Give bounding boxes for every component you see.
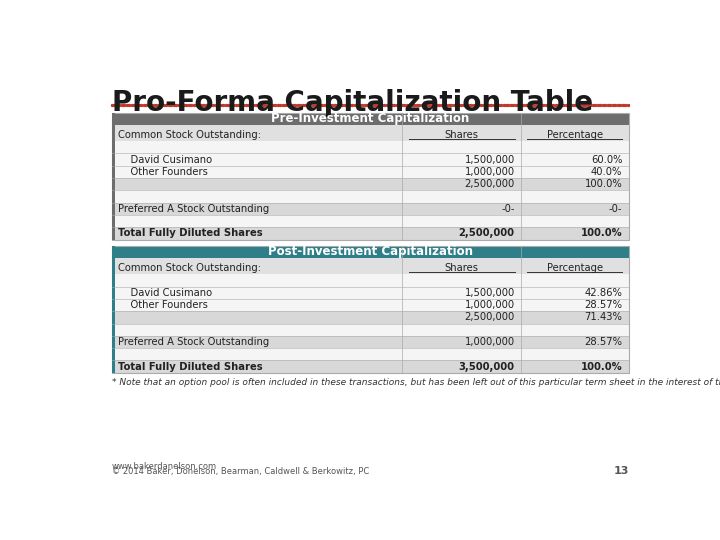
Text: 42.86%: 42.86% — [585, 288, 622, 298]
Text: Preferred A Stock Outstanding: Preferred A Stock Outstanding — [118, 204, 269, 214]
Text: Percentage: Percentage — [546, 263, 603, 273]
Text: 100.0%: 100.0% — [580, 228, 622, 239]
Bar — [112, 323, 629, 336]
Bar — [112, 112, 629, 125]
Text: Pre-Investment Capitalization: Pre-Investment Capitalization — [271, 112, 469, 125]
Text: 2,500,000: 2,500,000 — [464, 179, 515, 189]
Bar — [112, 262, 629, 274]
Bar — [112, 202, 629, 215]
Text: Percentage: Percentage — [546, 130, 603, 140]
Text: 13: 13 — [613, 466, 629, 476]
Text: 40.0%: 40.0% — [591, 167, 622, 177]
Text: 1,500,000: 1,500,000 — [464, 154, 515, 165]
Text: 1,000,000: 1,000,000 — [464, 300, 515, 310]
Bar — [112, 129, 629, 141]
Bar — [112, 227, 629, 240]
Bar — [112, 258, 629, 262]
Bar — [112, 336, 629, 348]
Text: Pro-Forma Capitalization Table: Pro-Forma Capitalization Table — [112, 90, 593, 117]
Text: 100.0%: 100.0% — [585, 179, 622, 189]
Text: David Cusimano: David Cusimano — [118, 288, 212, 298]
Text: Total Fully Diluted Shares: Total Fully Diluted Shares — [118, 228, 263, 239]
Text: 2,500,000: 2,500,000 — [464, 312, 515, 322]
Text: 28.57%: 28.57% — [585, 300, 622, 310]
Bar — [112, 311, 629, 323]
Bar — [112, 153, 629, 166]
Text: Other Founders: Other Founders — [118, 300, 208, 310]
Bar — [112, 274, 629, 287]
Text: Common Stock Outstanding:: Common Stock Outstanding: — [118, 130, 261, 140]
Text: -0-: -0- — [609, 204, 622, 214]
Bar — [112, 125, 629, 129]
Text: © 2014 Baker, Donelson, Bearman, Caldwell & Berkowitz, PC: © 2014 Baker, Donelson, Bearman, Caldwel… — [112, 467, 369, 476]
Text: Post-Investment Capitalization: Post-Investment Capitalization — [268, 245, 472, 259]
Text: Preferred A Stock Outstanding: Preferred A Stock Outstanding — [118, 337, 269, 347]
Text: Other Founders: Other Founders — [118, 167, 208, 177]
Bar — [112, 287, 629, 299]
Bar — [112, 166, 629, 178]
Bar — [112, 348, 629, 361]
Bar — [112, 215, 629, 227]
Text: 100.0%: 100.0% — [580, 362, 622, 372]
Bar — [112, 190, 629, 202]
Text: 1,000,000: 1,000,000 — [464, 337, 515, 347]
Text: www.bakerdanelson.com: www.bakerdanelson.com — [112, 462, 217, 471]
Text: * Note that an option pool is often included in these transactions, but has been: * Note that an option pool is often incl… — [112, 378, 720, 387]
Text: 60.0%: 60.0% — [591, 154, 622, 165]
Text: 3,500,000: 3,500,000 — [459, 362, 515, 372]
Bar — [112, 246, 629, 258]
Text: 1,000,000: 1,000,000 — [464, 167, 515, 177]
Bar — [112, 178, 629, 190]
Bar — [112, 246, 114, 373]
Text: Total Fully Diluted Shares: Total Fully Diluted Shares — [118, 362, 263, 372]
Bar — [112, 112, 629, 240]
Text: Shares: Shares — [445, 263, 479, 273]
Bar — [112, 141, 629, 153]
Text: 1,500,000: 1,500,000 — [464, 288, 515, 298]
Text: David Cusimano: David Cusimano — [118, 154, 212, 165]
Bar — [112, 361, 629, 373]
Text: -0-: -0- — [501, 204, 515, 214]
Bar — [112, 112, 114, 240]
Text: 2,500,000: 2,500,000 — [459, 228, 515, 239]
Text: 28.57%: 28.57% — [585, 337, 622, 347]
Text: Common Stock Outstanding:: Common Stock Outstanding: — [118, 263, 261, 273]
Text: 71.43%: 71.43% — [585, 312, 622, 322]
Text: Shares: Shares — [445, 130, 479, 140]
Bar — [112, 299, 629, 311]
Bar — [112, 246, 629, 373]
